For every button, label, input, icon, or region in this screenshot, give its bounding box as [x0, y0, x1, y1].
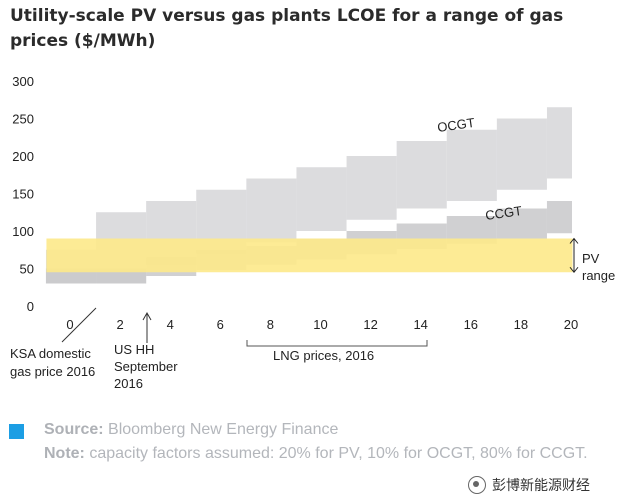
source-label: Source: [44, 421, 104, 438]
note-line: Note: capacity factors assumed: 20% for … [44, 442, 604, 466]
y-tick-label: 200 [12, 149, 34, 164]
note-text: capacity factors assumed: 20% for PV, 10… [89, 445, 588, 462]
x-tick-label: 10 [313, 317, 327, 332]
y-tick-label: 250 [12, 112, 34, 127]
x-tick-label: 2 [116, 317, 123, 332]
ocgt-band-step [296, 167, 347, 231]
x-tick-label: 18 [514, 317, 528, 332]
lcoe-chart: 0 50 100 150 200 250 300 0 2 4 6 8 10 12 14 16 18 20 OCGT C… [10, 74, 615, 391]
ocgt-band-step [246, 178, 297, 243]
note-label: Note: [44, 445, 85, 462]
lng-label: LNG prices, 2016 [273, 348, 374, 363]
x-tick-label: 16 [464, 317, 478, 332]
source-marker-icon [9, 424, 24, 439]
ccgt-band-step [546, 201, 572, 234]
ksa-label-line2: gas price 2016 [10, 364, 95, 379]
y-tick-label: 50 [20, 262, 34, 277]
lng-bracket [246, 340, 428, 347]
pv-bracket-arrow-down [569, 266, 579, 274]
pv-bracket-arrow-up [569, 237, 579, 244]
watermark: 彭博新能源财经 [468, 474, 590, 496]
x-tick-label: 12 [363, 317, 377, 332]
ocgt-band-step [496, 118, 547, 190]
pv-range-label-line1: PV [582, 251, 600, 266]
us-hh-label-line1: US HH [114, 342, 154, 357]
ksa-label-line1: KSA domestic [10, 346, 91, 361]
ksa-callout-line [61, 307, 97, 343]
x-tick-label: 20 [564, 317, 578, 332]
chart-title: Utility-scale PV versus gas plants LCOE … [10, 6, 564, 51]
source-text: Bloomberg New Energy Finance [108, 421, 339, 438]
us-hh-label-line3: 2016 [114, 376, 143, 391]
wechat-logo-icon [468, 476, 486, 494]
ocgt-label: OCGT [436, 115, 475, 135]
ocgt-band-step [546, 107, 572, 179]
chart-notes: Source: Bloomberg New Energy Finance Not… [44, 418, 604, 466]
ocgt-band-step [346, 156, 397, 220]
y-tick-label: 150 [12, 187, 34, 202]
ocgt-band-step [446, 129, 497, 201]
pv-band [46, 238, 573, 273]
y-tick-label: 0 [27, 299, 34, 314]
us-hh-label-line2: September [114, 359, 178, 374]
y-tick-label: 100 [12, 224, 34, 239]
source-line: Source: Bloomberg New Energy Finance [44, 418, 604, 442]
x-tick-label: 0 [66, 317, 73, 332]
x-tick-label: 8 [267, 317, 274, 332]
watermark-text: 彭博新能源财经 [492, 478, 590, 494]
y-tick-label: 300 [12, 74, 34, 89]
us-hh-arrow-icon [142, 311, 152, 321]
chart-area: 0 50 100 150 200 250 300 0 2 4 6 8 10 12 14 16 18 20 OCGT C… [0, 64, 618, 400]
ccgt-label: CCGT [484, 203, 523, 223]
x-tick-label: 4 [167, 317, 174, 332]
pv-range-label-line2: range [582, 268, 615, 283]
x-tick-label: 14 [413, 317, 427, 332]
x-tick-label: 6 [217, 317, 224, 332]
ocgt-band-step [396, 141, 447, 209]
ccgt-band-step [496, 208, 547, 239]
